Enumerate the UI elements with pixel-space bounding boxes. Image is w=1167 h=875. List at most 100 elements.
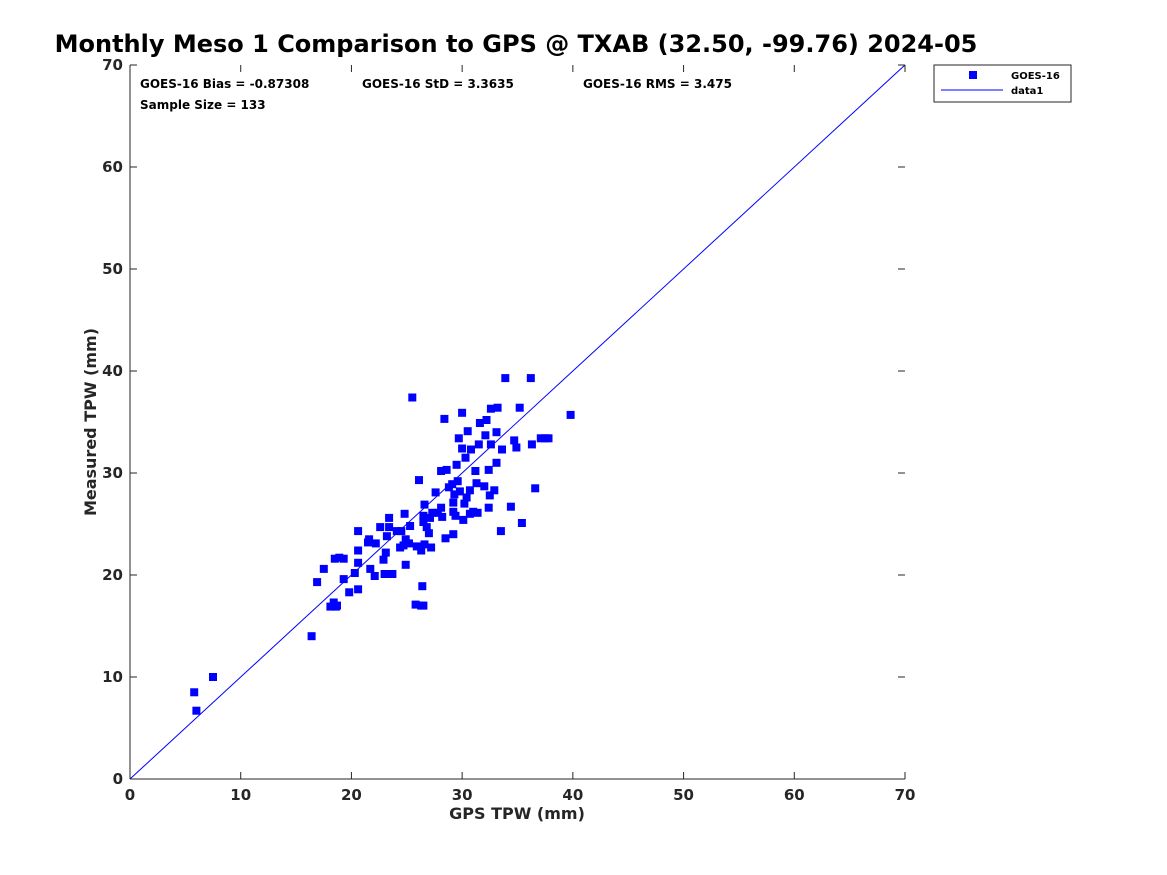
data-point-goes16 <box>506 502 515 511</box>
data-point-goes16 <box>339 575 348 584</box>
data-point-goes16 <box>453 477 462 486</box>
data-point-goes16 <box>366 564 375 573</box>
data-point-goes16 <box>527 440 536 449</box>
data-point-goes16 <box>330 554 339 563</box>
data-point-goes16 <box>354 585 363 594</box>
data-point-goes16 <box>399 541 408 550</box>
data-point-goes16 <box>376 523 385 532</box>
y-tick-label: 10 <box>102 668 123 686</box>
x-axis-label: GPS TPW (mm) <box>449 804 585 823</box>
legend-label-data1: data1 <box>1011 86 1043 97</box>
data-point-goes16 <box>474 440 483 449</box>
data-point-goes16 <box>365 535 374 544</box>
data-point-goes16 <box>531 484 540 493</box>
data-point-goes16 <box>515 403 524 412</box>
x-tick-label: 40 <box>562 786 583 804</box>
data-point-goes16 <box>526 374 535 383</box>
data-point-goes16 <box>498 445 506 454</box>
data-point-goes16 <box>467 445 475 454</box>
data-point-goes16 <box>452 460 461 469</box>
data-point-goes16 <box>381 548 390 557</box>
data-point-goes16 <box>427 543 436 552</box>
chart-title: Monthly Meso 1 Comparison to GPS @ TXAB … <box>55 30 978 58</box>
data-point-goes16 <box>420 500 429 509</box>
data-point-goes16 <box>490 486 499 495</box>
data-point-goes16 <box>473 508 482 517</box>
x-tick-label: 30 <box>452 786 473 804</box>
data-point-goes16 <box>451 511 460 520</box>
data-point-goes16 <box>209 673 217 681</box>
data-point-goes16 <box>481 431 490 440</box>
x-tick-label: 60 <box>784 786 805 804</box>
data-point-goes16 <box>382 532 391 541</box>
data-point-goes16 <box>417 546 426 555</box>
data-point-goes16 <box>400 509 409 518</box>
data-point-goes16 <box>397 527 406 536</box>
data-point-goes16 <box>463 427 472 436</box>
legend-box <box>933 64 1072 103</box>
data-point-goes16 <box>354 546 363 555</box>
data-point-goes16 <box>385 513 394 522</box>
data-point-goes16 <box>484 503 493 512</box>
data-point-goes16 <box>401 560 410 569</box>
data-point-goes16 <box>379 555 388 564</box>
data-point-goes16 <box>431 488 440 497</box>
y-axis-label: Measured TPW (mm) <box>81 328 100 516</box>
series-line-data1 <box>129 64 906 780</box>
data-point-goes16 <box>420 540 429 549</box>
y-tick-label: 70 <box>102 56 123 74</box>
data-point-goes16 <box>192 706 201 715</box>
y-tick-label: 0 <box>113 770 123 788</box>
data-point-goes16 <box>418 582 427 591</box>
data-point-goes16 <box>428 508 437 517</box>
data-point-goes16 <box>408 393 417 402</box>
y-tick-label: 30 <box>102 464 123 482</box>
data-point-goes16 <box>484 465 493 474</box>
data-point-goes16 <box>433 508 442 517</box>
legend: GOES-16 data1 <box>933 64 1072 103</box>
y-tick-label: 50 <box>102 260 123 278</box>
data-point-goes16 <box>307 632 316 641</box>
x-tick-label: 20 <box>341 786 362 804</box>
data-point-goes16 <box>392 527 401 536</box>
data-point-goes16 <box>419 511 428 520</box>
data-point-goes16 <box>335 553 344 562</box>
ticks-layer: 0 10 20 30 40 50 60 70 0 10 20 30 40 50 60 70 <box>102 56 915 804</box>
data-point-goes16 <box>412 542 421 551</box>
series-layer <box>129 64 906 780</box>
data-point-goes16 <box>459 515 468 524</box>
y-tick-label: 20 <box>102 566 123 584</box>
data-point-goes16 <box>326 602 335 611</box>
data-point-goes16 <box>566 410 575 419</box>
data-point-goes16 <box>480 482 489 491</box>
data-point-goes16 <box>405 539 413 548</box>
data-point-goes16 <box>339 554 348 563</box>
data-point-goes16 <box>313 578 322 587</box>
data-point-goes16 <box>454 434 463 443</box>
data-point-goes16 <box>460 499 469 508</box>
data-point-goes16 <box>458 444 467 453</box>
data-point-goes16 <box>472 479 481 488</box>
data-point-goes16 <box>492 458 501 467</box>
data-point-goes16 <box>437 503 446 512</box>
data-point-goes16 <box>501 374 510 383</box>
stats-annotations: GOES-16 Bias = -0.87308 GOES-16 StD = 3.… <box>140 77 732 112</box>
data-point-goes16 <box>441 534 450 543</box>
data-point-goes16 <box>469 507 478 516</box>
data-point-goes16 <box>411 600 420 609</box>
data-point-goes16 <box>462 493 471 502</box>
data-point-goes16 <box>426 513 434 522</box>
data-point-goes16 <box>492 428 501 437</box>
x-tick-label: 50 <box>673 786 694 804</box>
x-tick-label: 10 <box>230 786 251 804</box>
data-point-goes16 <box>512 443 521 452</box>
data-point-goes16 <box>385 523 394 532</box>
data-point-goes16 <box>190 688 199 697</box>
data-point-goes16 <box>370 572 379 580</box>
data-point-goes16 <box>458 408 467 417</box>
data-point-goes16 <box>438 512 447 521</box>
data-point-goes16 <box>380 570 389 578</box>
data-point-goes16 <box>482 416 491 424</box>
data-point-goes16 <box>536 434 545 443</box>
